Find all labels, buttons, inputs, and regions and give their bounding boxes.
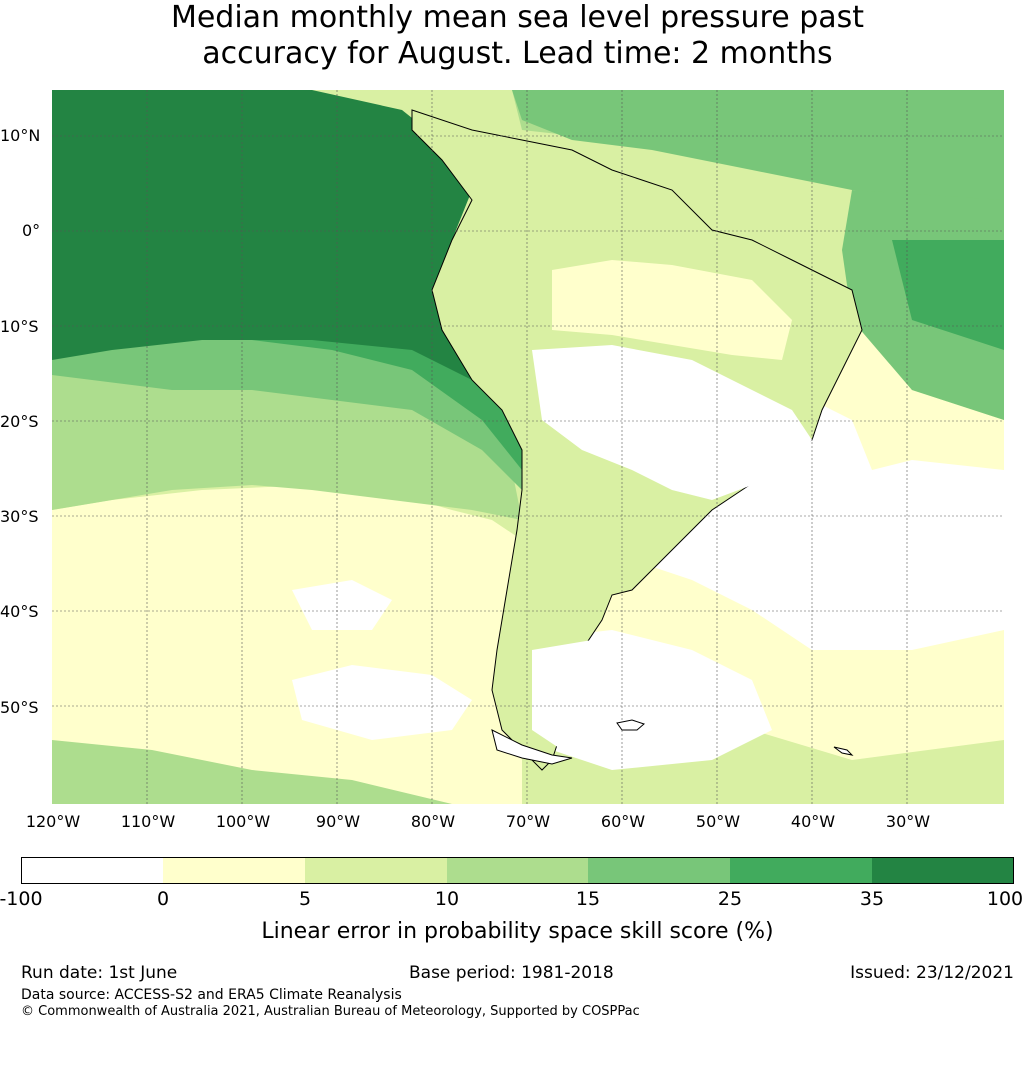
- lon-label: 50°W: [695, 812, 741, 831]
- colorbar-segment: [163, 857, 305, 884]
- region-fill: [532, 640, 612, 750]
- base-period: Base period: 1981-2018: [409, 963, 614, 983]
- region-fill: [52, 90, 482, 380]
- lon-label: 120°W: [25, 812, 81, 831]
- colorbar-border: [21, 857, 1014, 884]
- lon-label: 110°W: [120, 812, 176, 831]
- lon-label: 30°W: [885, 812, 931, 831]
- lat-label: 10°S: [0, 317, 39, 336]
- falkland-islands: [616, 719, 645, 731]
- colorbar-tick-label: 5: [298, 888, 312, 910]
- colorbar-tick-label: 100: [986, 888, 1024, 910]
- lat-label: 0°: [22, 221, 41, 240]
- issued-date: Issued: 23/12/2021: [850, 963, 1014, 983]
- colorbar-segment: [305, 857, 447, 884]
- map-title: Median monthly mean sea level pressure p…: [0, 0, 1035, 72]
- data-source: Data source: ACCESS-S2 and ERA5 Climate …: [21, 987, 402, 1003]
- title-line-1: Median monthly mean sea level pressure p…: [170, 0, 865, 35]
- colorbar-segment: [872, 857, 1014, 884]
- colorbar-tick-label: 15: [575, 888, 601, 910]
- lat-label: 30°S: [0, 507, 39, 526]
- colorbar-tick-label: 10: [434, 888, 460, 910]
- south-georgia-island: [833, 746, 854, 756]
- colorbar-segment: [21, 857, 163, 884]
- copyright-notice: © Commonwealth of Australia 2021, Austra…: [21, 1004, 640, 1019]
- colorbar-segment: [730, 857, 872, 884]
- lat-label: 10°N: [0, 126, 41, 145]
- lon-label: 60°W: [600, 812, 646, 831]
- region-fill: [892, 240, 1004, 350]
- run-date: Run date: 1st June: [21, 963, 178, 983]
- lon-label: 80°W: [410, 812, 456, 831]
- colorbar-tick-label: -100: [0, 888, 43, 910]
- region-fill: [532, 345, 812, 500]
- colorbar-segment: [588, 857, 730, 884]
- colorbar-tick-label: 35: [859, 888, 885, 910]
- lon-label: 40°W: [790, 812, 836, 831]
- lat-label: 20°S: [0, 412, 39, 431]
- title-line-2: accuracy for August. Lead time: 2 months: [202, 36, 833, 71]
- graticule: [52, 90, 1004, 804]
- region-fill: [552, 260, 792, 360]
- colorbar-title: Linear error in probability space skill …: [261, 919, 774, 944]
- colorbar-segment: [447, 857, 588, 884]
- region-fill: [52, 740, 452, 804]
- lon-label: 100°W: [215, 812, 271, 831]
- lon-label: 70°W: [505, 812, 551, 831]
- map-canvas: [52, 90, 1004, 804]
- colorbar-tick-label: 25: [717, 888, 743, 910]
- tierra-del-fuego: [491, 729, 573, 765]
- region-fill: [512, 90, 1004, 210]
- region-fill: [292, 580, 392, 630]
- lat-label: 50°S: [0, 698, 39, 717]
- skill-score-map: [52, 90, 1004, 804]
- lat-label: 40°S: [0, 602, 39, 621]
- colorbar-tick-label: 0: [156, 888, 170, 910]
- lon-label: 90°W: [315, 812, 361, 831]
- colorbar: [21, 857, 1014, 884]
